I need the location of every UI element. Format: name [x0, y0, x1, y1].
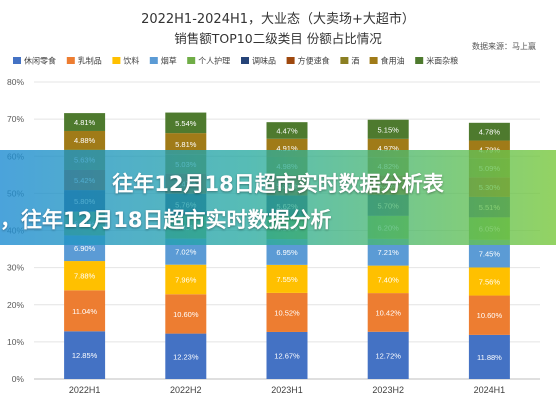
bar-segment: [64, 331, 106, 379]
bar-segment: [266, 292, 308, 332]
legend-label: 食用油: [381, 56, 405, 66]
data-label: 6.90%: [74, 244, 96, 253]
y-tick-label: 80%: [7, 77, 24, 87]
legend-label: 乳制品: [78, 56, 102, 66]
data-label: 4.81%: [74, 118, 96, 127]
banner-line-2: ，往年12月18日超市实时数据分析: [0, 208, 332, 232]
chart-source: 数据来源：马上赢: [472, 42, 536, 51]
bar-segment: [367, 119, 409, 139]
data-label: 5.15%: [378, 125, 400, 134]
data-label: 7.02%: [175, 248, 197, 257]
legend-swatch: [340, 57, 349, 64]
banner-line-1: 往年12月18日超市实时数据分析表: [112, 172, 444, 196]
chart-title: 2022H1-2024H1，大业态（大卖场+大超市）: [141, 12, 415, 27]
data-label: 7.96%: [175, 275, 197, 284]
legend-label: 方便速食: [298, 56, 330, 66]
data-label: 5.81%: [175, 140, 197, 149]
x-tick-label: 2022H1: [69, 385, 101, 395]
data-label: 5.54%: [175, 119, 197, 128]
bar-segment: [468, 122, 510, 141]
data-label: 10.60%: [173, 310, 199, 319]
legend-label: 休闲零食: [24, 56, 56, 66]
bar-segment: [468, 334, 510, 379]
legend-label: 饮料: [123, 56, 139, 66]
data-label: 12.23%: [173, 352, 199, 361]
data-label: 10.60%: [477, 311, 503, 320]
legend-label: 酒: [351, 57, 359, 66]
data-label: 7.40%: [378, 275, 400, 284]
x-tick-label: 2023H1: [271, 385, 303, 395]
data-label: 7.55%: [276, 275, 298, 284]
legend-swatch: [415, 57, 424, 64]
bar-segment: [165, 264, 207, 295]
legend-swatch: [13, 57, 21, 64]
bar-segment: [266, 331, 308, 379]
data-label: 4.91%: [276, 144, 298, 153]
legend-swatch: [286, 57, 295, 64]
legend-swatch: [187, 57, 196, 64]
data-label: 12.72%: [375, 351, 401, 360]
data-label: 4.88%: [74, 136, 96, 145]
data-label: 4.97%: [378, 144, 400, 153]
bar-segment: [468, 267, 510, 296]
data-label: 10.52%: [274, 308, 300, 317]
legend-swatch: [66, 57, 75, 64]
data-label: 11.88%: [477, 353, 502, 362]
x-tick-label: 2023H2: [372, 385, 404, 395]
y-tick-label: 10%: [7, 337, 24, 347]
x-tick-label: 2022H2: [170, 385, 202, 395]
bar-segment: [266, 122, 308, 139]
bar-segment: [367, 265, 409, 294]
bar-segment: [367, 293, 409, 332]
data-label: 10.42%: [375, 308, 401, 317]
bar-segment: [64, 130, 106, 150]
legend-swatch: [112, 57, 121, 64]
legend-swatch: [369, 57, 378, 64]
legend-label: 调味品: [252, 56, 276, 66]
data-label: 4.79%: [479, 145, 501, 154]
x-tick-label: 2024H1: [474, 385, 506, 395]
data-label: 7.88%: [74, 272, 96, 281]
legend-label: 个人护理: [198, 56, 230, 66]
bar-segment: [165, 333, 207, 379]
data-label: 11.04%: [72, 307, 97, 316]
bar-segment: [165, 294, 207, 334]
bar-segment: [367, 331, 409, 379]
y-tick-label: 20%: [7, 300, 24, 310]
data-label: 12.85%: [72, 351, 98, 360]
chart-subtitle: 销售额TOP10二级类目 份额占比情况: [174, 31, 382, 46]
y-tick-label: 30%: [7, 263, 24, 273]
data-label: 7.45%: [479, 250, 501, 259]
legend-swatch: [149, 57, 158, 64]
bar-segment: [165, 133, 207, 155]
data-label: 7.21%: [378, 248, 400, 257]
data-label: 6.95%: [276, 248, 298, 257]
legend-label: 米面杂粮: [426, 56, 458, 66]
bar-segment: [64, 261, 106, 291]
legend-label: 烟草: [161, 56, 177, 66]
data-label: 12.67%: [274, 351, 300, 360]
bar-segment: [64, 290, 106, 332]
bar-segment: [266, 264, 308, 293]
bar-segment: [468, 295, 510, 335]
y-tick-label: 0%: [12, 374, 25, 384]
overlay-banner: 往年12月18日超市实时数据分析表 ，往年12月18日超市实时数据分析: [0, 150, 556, 245]
data-label: 4.78%: [479, 128, 501, 137]
data-label: 7.56%: [479, 278, 501, 287]
bar-segment: [64, 113, 106, 131]
data-label: 4.47%: [276, 126, 298, 135]
bar-segment: [165, 112, 207, 134]
y-tick-label: 70%: [7, 114, 24, 124]
legend-swatch: [241, 57, 249, 64]
